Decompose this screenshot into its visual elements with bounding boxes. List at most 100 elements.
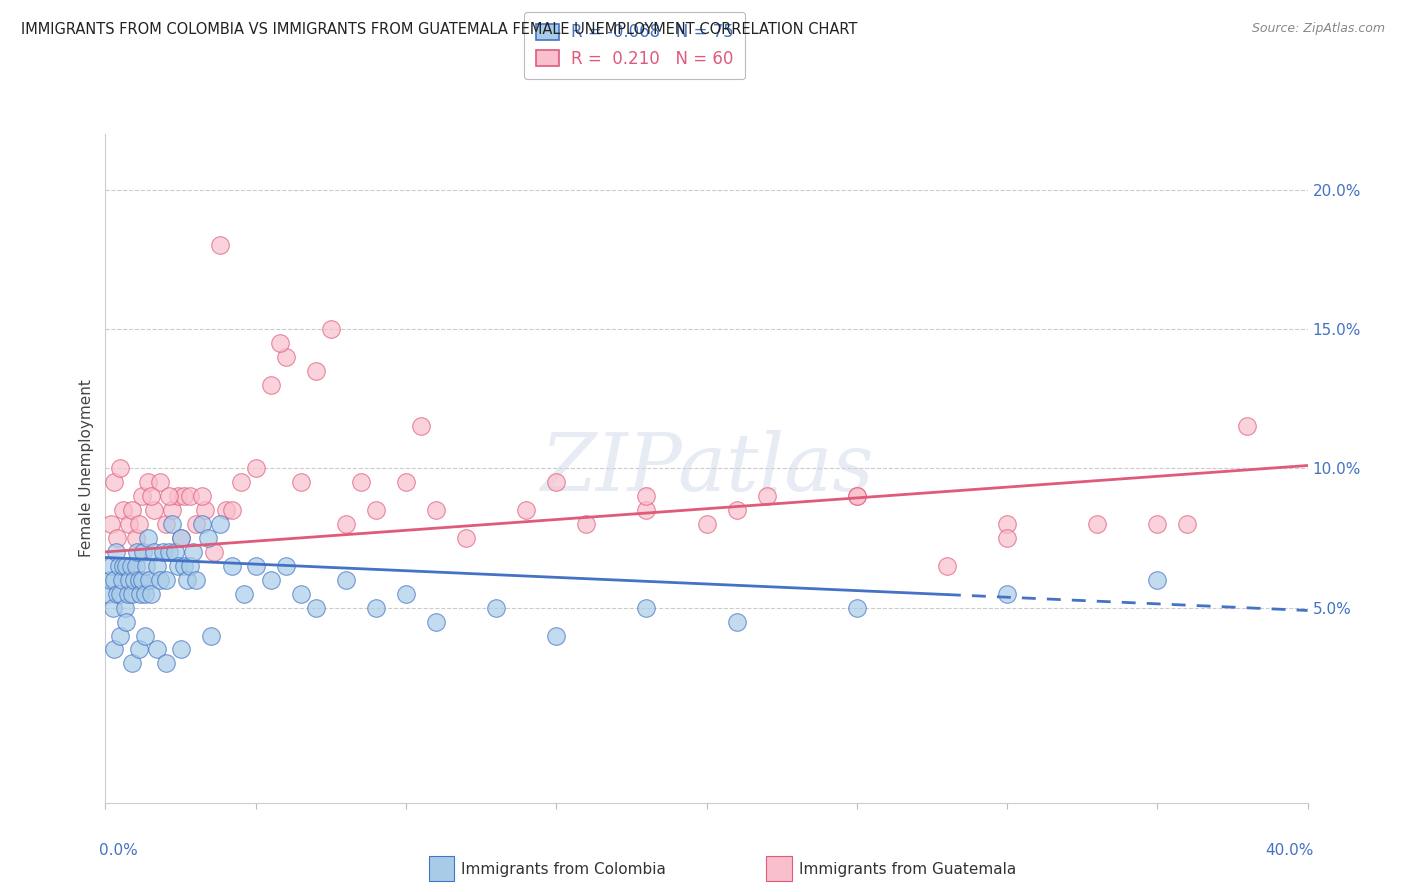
Point bbox=[108, 558, 131, 573]
Point bbox=[100, 558, 122, 573]
Point bbox=[305, 364, 328, 378]
Point bbox=[274, 558, 297, 573]
Point bbox=[425, 615, 447, 629]
Point bbox=[160, 503, 183, 517]
Point bbox=[128, 517, 150, 532]
Point bbox=[1236, 419, 1258, 434]
Text: ZIPatlas: ZIPatlas bbox=[540, 430, 873, 507]
Point bbox=[173, 558, 195, 573]
Point bbox=[305, 600, 328, 615]
Point bbox=[845, 489, 868, 503]
Point bbox=[936, 558, 959, 573]
Point bbox=[136, 531, 159, 545]
Point bbox=[221, 503, 243, 517]
Point bbox=[160, 517, 183, 532]
Point bbox=[155, 657, 177, 671]
Point bbox=[636, 489, 658, 503]
Point bbox=[995, 531, 1018, 545]
Point bbox=[120, 558, 142, 573]
Point bbox=[132, 545, 155, 559]
Point bbox=[155, 573, 177, 587]
Point bbox=[121, 587, 143, 601]
Point bbox=[139, 489, 162, 503]
Point bbox=[97, 587, 120, 601]
Point bbox=[575, 517, 598, 532]
Point bbox=[290, 475, 312, 490]
Point bbox=[115, 615, 138, 629]
Point bbox=[129, 587, 152, 601]
Point bbox=[176, 573, 198, 587]
Point bbox=[696, 517, 718, 532]
Point bbox=[260, 573, 283, 587]
Point bbox=[725, 503, 748, 517]
Point bbox=[202, 545, 225, 559]
Point bbox=[166, 558, 188, 573]
Point bbox=[134, 629, 156, 643]
Point bbox=[335, 573, 357, 587]
Point bbox=[169, 642, 191, 657]
Point bbox=[136, 475, 159, 490]
Text: IMMIGRANTS FROM COLOMBIA VS IMMIGRANTS FROM GUATEMALA FEMALE UNEMPLOYMENT CORREL: IMMIGRANTS FROM COLOMBIA VS IMMIGRANTS F… bbox=[21, 22, 858, 37]
Point bbox=[169, 531, 191, 545]
Point bbox=[190, 489, 212, 503]
Point bbox=[173, 489, 195, 503]
Point bbox=[395, 587, 418, 601]
Point bbox=[194, 503, 217, 517]
Point bbox=[112, 558, 135, 573]
Point bbox=[121, 503, 143, 517]
Point bbox=[152, 545, 174, 559]
Point bbox=[1146, 517, 1168, 532]
Point bbox=[995, 587, 1018, 601]
Point bbox=[456, 531, 478, 545]
Point bbox=[103, 475, 125, 490]
Text: Source: ZipAtlas.com: Source: ZipAtlas.com bbox=[1251, 22, 1385, 36]
Point bbox=[155, 517, 177, 532]
Point bbox=[134, 587, 156, 601]
Point bbox=[114, 600, 136, 615]
Point bbox=[179, 489, 201, 503]
Point bbox=[103, 642, 125, 657]
Point bbox=[118, 517, 141, 532]
Point bbox=[319, 322, 342, 336]
Point bbox=[148, 573, 170, 587]
Point bbox=[181, 545, 204, 559]
Point bbox=[166, 489, 188, 503]
Point bbox=[335, 517, 357, 532]
Point bbox=[290, 587, 312, 601]
Point bbox=[350, 475, 373, 490]
Point bbox=[190, 517, 212, 532]
Point bbox=[121, 657, 143, 671]
Point bbox=[636, 503, 658, 517]
Point bbox=[184, 573, 207, 587]
Text: Immigrants from Colombia: Immigrants from Colombia bbox=[461, 863, 666, 877]
Point bbox=[515, 503, 537, 517]
Point bbox=[364, 600, 387, 615]
Point bbox=[1175, 517, 1198, 532]
Point bbox=[232, 587, 254, 601]
Point bbox=[115, 558, 138, 573]
Point bbox=[139, 587, 162, 601]
Point bbox=[1146, 573, 1168, 587]
Text: 0.0%: 0.0% bbox=[100, 843, 138, 858]
Point bbox=[145, 642, 167, 657]
Text: Immigrants from Guatemala: Immigrants from Guatemala bbox=[799, 863, 1017, 877]
Point bbox=[98, 573, 121, 587]
Point bbox=[845, 600, 868, 615]
Point bbox=[221, 558, 243, 573]
Point bbox=[145, 558, 167, 573]
Point bbox=[269, 335, 291, 350]
Point bbox=[169, 531, 191, 545]
Point bbox=[122, 573, 145, 587]
Point bbox=[104, 545, 127, 559]
Point bbox=[845, 489, 868, 503]
Point bbox=[110, 629, 132, 643]
Point bbox=[208, 517, 231, 532]
Point bbox=[245, 558, 267, 573]
Point bbox=[409, 419, 432, 434]
Point bbox=[124, 531, 146, 545]
Point bbox=[1085, 517, 1108, 532]
Point bbox=[117, 587, 139, 601]
Point bbox=[725, 615, 748, 629]
Point bbox=[157, 489, 180, 503]
Point bbox=[485, 600, 508, 615]
